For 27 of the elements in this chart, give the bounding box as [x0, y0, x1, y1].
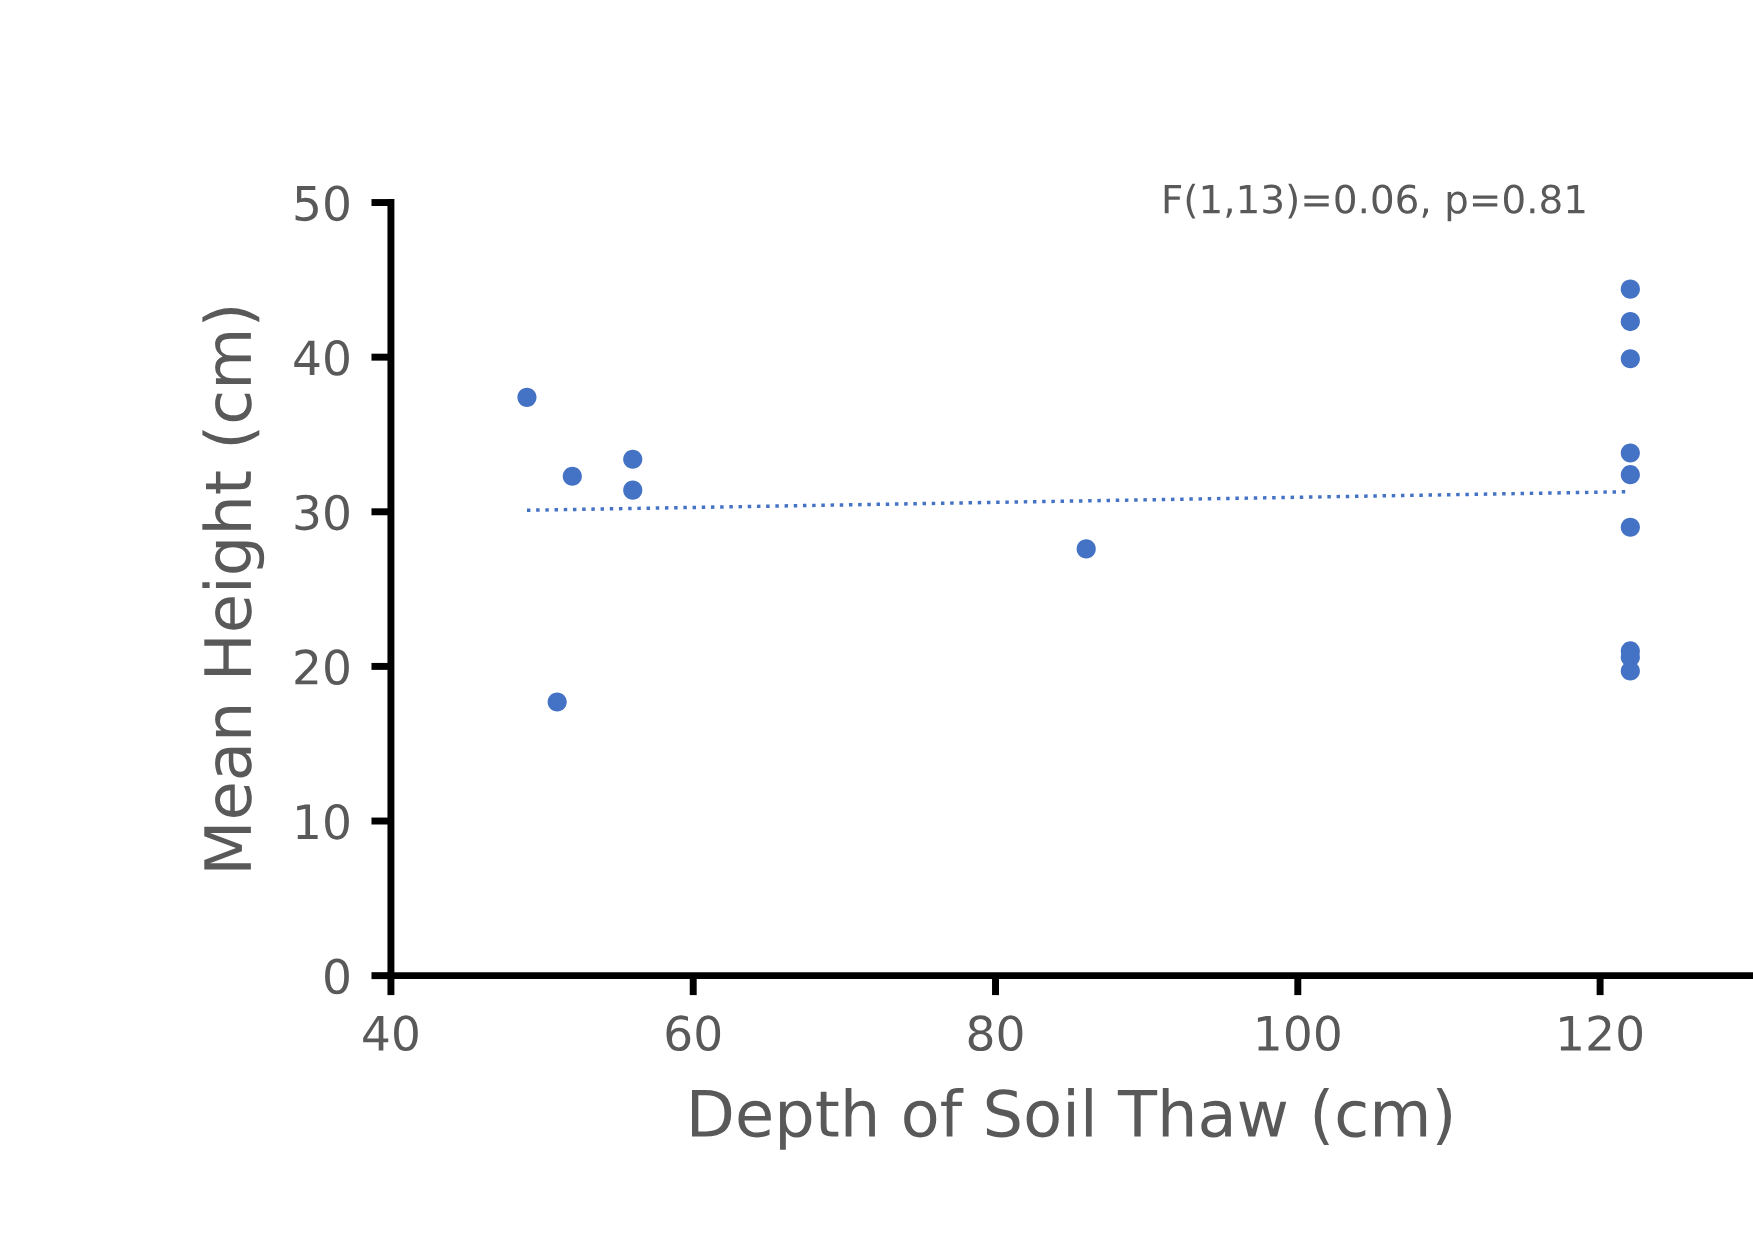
x-tick-label: 100 [1257, 1015, 1340, 1052]
point [623, 480, 643, 500]
x-tick-label: 60 [666, 1015, 721, 1052]
y-tick-label: 50 [295, 185, 349, 222]
point [562, 466, 582, 486]
x-tick-label: 80 [968, 1015, 1023, 1052]
y-tick-label: 10 [297, 803, 349, 840]
point [1620, 312, 1640, 332]
point [547, 692, 567, 712]
point [1620, 517, 1640, 537]
point [623, 449, 643, 469]
y-tick-label: 30 [295, 494, 349, 531]
x-tick-label: 40 [363, 1015, 418, 1052]
point [1076, 539, 1096, 559]
point [1620, 465, 1640, 485]
x-axis-title: Depth of Soil Thaw (cm) [692, 1088, 1451, 1150]
x-tick-label: 120 [1560, 1015, 1643, 1052]
y-tick-label: 40 [294, 340, 349, 376]
point [1620, 443, 1640, 463]
annotation: F(1,13)=0.06, p=0.81 [1164, 183, 1585, 222]
y-axis-title: Mean Height (cm) [202, 308, 265, 870]
point [1620, 279, 1640, 299]
point [517, 387, 537, 407]
y-tick-label: 20 [295, 649, 349, 686]
point [1620, 349, 1640, 369]
y-tick-label: 0 [325, 958, 349, 995]
point [1620, 661, 1640, 681]
